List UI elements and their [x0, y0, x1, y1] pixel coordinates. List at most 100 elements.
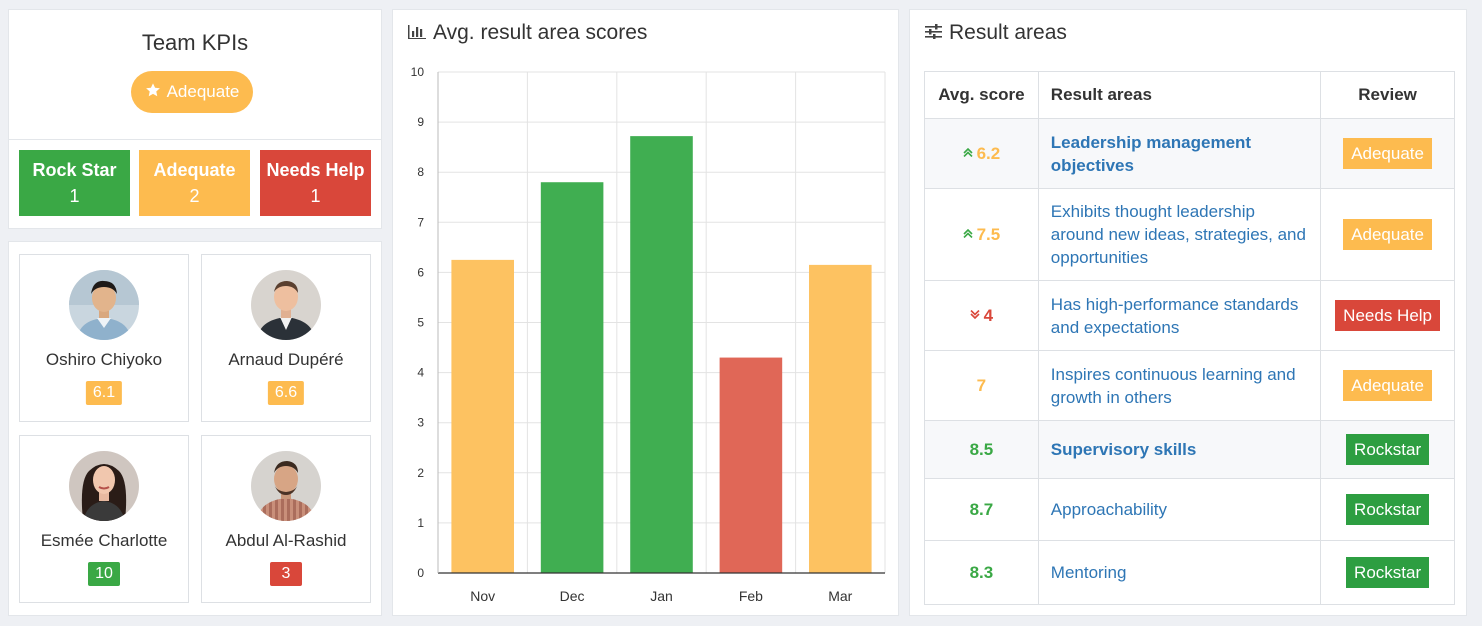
avg-score-cell: 7.5 — [924, 188, 1039, 281]
table-row[interactable]: 8.5 Supervisory skills Rockstar — [924, 420, 1455, 479]
review-cell: Rockstar — [1320, 540, 1455, 605]
result-areas-body: 6.2 Leadership management objectives Adequ… — [924, 118, 1455, 605]
avg-score-value: 8.7 — [969, 499, 994, 519]
person-score-badge: 3 — [270, 562, 302, 586]
y-tick-label: 4 — [417, 366, 424, 380]
person-card[interactable]: Oshiro Chiyoko 6.1 — [19, 254, 189, 422]
review-column-header[interactable]: Review — [1320, 71, 1455, 119]
sliders-icon — [925, 21, 942, 45]
y-tick-label: 0 — [417, 566, 424, 580]
team-kpis-title: Team KPIs — [141, 30, 249, 55]
kpi-box-label: Needs Help — [266, 160, 365, 180]
avg-score-value: 4 — [983, 305, 994, 325]
kpi-box-label: Adequate — [153, 160, 236, 180]
table-header-row: Avg. score Result areas Review — [924, 71, 1455, 119]
kpi-box-count: 2 — [189, 186, 200, 206]
y-tick-label: 9 — [417, 115, 424, 129]
bar-chart: 0 1 2 3 4 5 6 7 8 9 10 Nov Dec Jan Feb Mar — [411, 65, 886, 604]
review-badge[interactable]: Adequate — [1343, 219, 1432, 250]
bar — [630, 136, 693, 573]
kpi-adequate-box[interactable]: Adequate 2 — [139, 150, 250, 216]
review-badge[interactable]: Rockstar — [1346, 494, 1430, 525]
review-badge[interactable]: Rockstar — [1346, 434, 1430, 465]
review-cell: Needs Help — [1320, 280, 1455, 351]
result-area-link[interactable]: Supervisory skills — [1037, 420, 1322, 479]
y-tick-label: 6 — [417, 265, 424, 279]
avg-result-area-scores-panel: Avg. result area scores 0 1 2 3 4 5 6 7 8 9 10 Nov D… — [392, 9, 899, 616]
kpi-box-count: 1 — [69, 186, 80, 206]
person-name: Oshiro Chiyoko — [45, 350, 163, 369]
review-badge[interactable]: Adequate — [1343, 138, 1432, 169]
avatar — [69, 451, 139, 521]
x-tick-label: Jan — [650, 588, 673, 604]
avg-score-value: 8.3 — [969, 562, 994, 582]
result-area-link[interactable]: Exhibits thought leadership around new i… — [1037, 188, 1322, 281]
x-tick-label: Nov — [470, 588, 495, 604]
kpi-box-count: 1 — [310, 186, 321, 206]
avg-score-cell: 6.2 — [924, 118, 1039, 189]
table-row[interactable]: 7.5 Exhibits thought leadership around ne… — [924, 188, 1455, 281]
avg-score-cell: 7 — [924, 350, 1039, 421]
review-cell: Rockstar — [1320, 478, 1455, 541]
person-score-badge: 6.1 — [85, 381, 123, 405]
team-members-panel: Oshiro Chiyoko 6.1 Arnaud Dupéré 6.6 — [8, 241, 382, 616]
avatar — [251, 451, 321, 521]
bar — [809, 264, 872, 573]
result-areas-header: Result areas — [925, 21, 1067, 45]
result-area-link[interactable]: Has high-performance standards and expec… — [1037, 280, 1322, 351]
chart-title: Avg. result area scores — [433, 21, 648, 44]
kpi-needs-help-box[interactable]: Needs Help 1 — [260, 150, 371, 216]
x-tick-label: Dec — [560, 588, 585, 604]
result-area-link[interactable]: Inspires continuous learning and growth … — [1037, 350, 1322, 421]
overall-rating-pill: Adequate — [131, 71, 253, 113]
avg-score-cell: 4 — [924, 280, 1039, 351]
result-areas-title: Result areas — [949, 21, 1067, 44]
result-areas-table: Avg. score Result areas Review 6.2 Leader… — [924, 71, 1455, 605]
star-icon — [145, 82, 161, 103]
review-badge[interactable]: Needs Help — [1335, 300, 1440, 331]
y-tick-label: 2 — [417, 466, 424, 480]
double-chevron-up-icon — [963, 146, 973, 160]
table-row[interactable]: 6.2 Leadership management objectives Adequ… — [924, 118, 1455, 189]
avg-score-value: 8.5 — [969, 439, 994, 459]
person-card[interactable]: Esmée Charlotte 10 — [19, 435, 189, 603]
divider — [9, 139, 381, 140]
kpi-rockstar-box[interactable]: Rock Star 1 — [19, 150, 130, 216]
y-tick-label: 10 — [411, 65, 425, 79]
review-cell: Adequate — [1320, 118, 1455, 189]
bar — [540, 182, 604, 573]
result-area-link[interactable]: Mentoring — [1037, 540, 1322, 605]
avg-score-column-header[interactable]: Avg. score — [924, 71, 1039, 119]
avg-score-cell: 8.5 — [924, 420, 1039, 479]
person-card[interactable]: Arnaud Dupéré 6.6 — [201, 254, 371, 422]
table-row[interactable]: 7 Inspires continuous learning and growth… — [924, 350, 1455, 421]
avg-score-value: 6.2 — [976, 143, 1001, 163]
person-card[interactable]: Abdul Al-Rashid 3 — [201, 435, 371, 603]
person-score-badge: 10 — [88, 562, 120, 586]
avg-score-cell: 8.3 — [924, 540, 1039, 605]
kpi-box-label: Rock Star — [32, 160, 117, 180]
avatar — [251, 270, 321, 340]
table-row[interactable]: 8.7 Approachability Rockstar — [924, 478, 1455, 541]
y-tick-label: 5 — [417, 316, 424, 330]
result-areas-column-header[interactable]: Result areas — [1037, 71, 1322, 119]
person-name: Abdul Al-Rashid — [225, 531, 347, 550]
x-tick-label: Mar — [828, 588, 852, 604]
bar — [451, 259, 514, 573]
review-cell: Adequate — [1320, 188, 1455, 281]
review-badge[interactable]: Rockstar — [1346, 557, 1430, 588]
y-tick-label: 3 — [417, 416, 424, 430]
avg-score-cell: 8.7 — [924, 478, 1039, 541]
table-row[interactable]: 8.3 Mentoring Rockstar — [924, 540, 1455, 605]
overall-rating-label: Adequate — [166, 82, 240, 101]
avg-score-value: 7 — [976, 375, 987, 395]
result-areas-panel: Result areas Avg. score Result areas Rev… — [909, 9, 1467, 616]
result-area-link[interactable]: Leadership management objectives — [1037, 118, 1322, 189]
table-row[interactable]: 4 Has high-performance standards and expe… — [924, 280, 1455, 351]
review-badge[interactable]: Adequate — [1343, 370, 1432, 401]
bar-chart-icon — [408, 21, 426, 45]
x-tick-label: Feb — [739, 588, 763, 604]
avg-score-value: 7.5 — [976, 224, 1001, 244]
result-area-link[interactable]: Approachability — [1037, 478, 1322, 541]
review-cell: Adequate — [1320, 350, 1455, 421]
